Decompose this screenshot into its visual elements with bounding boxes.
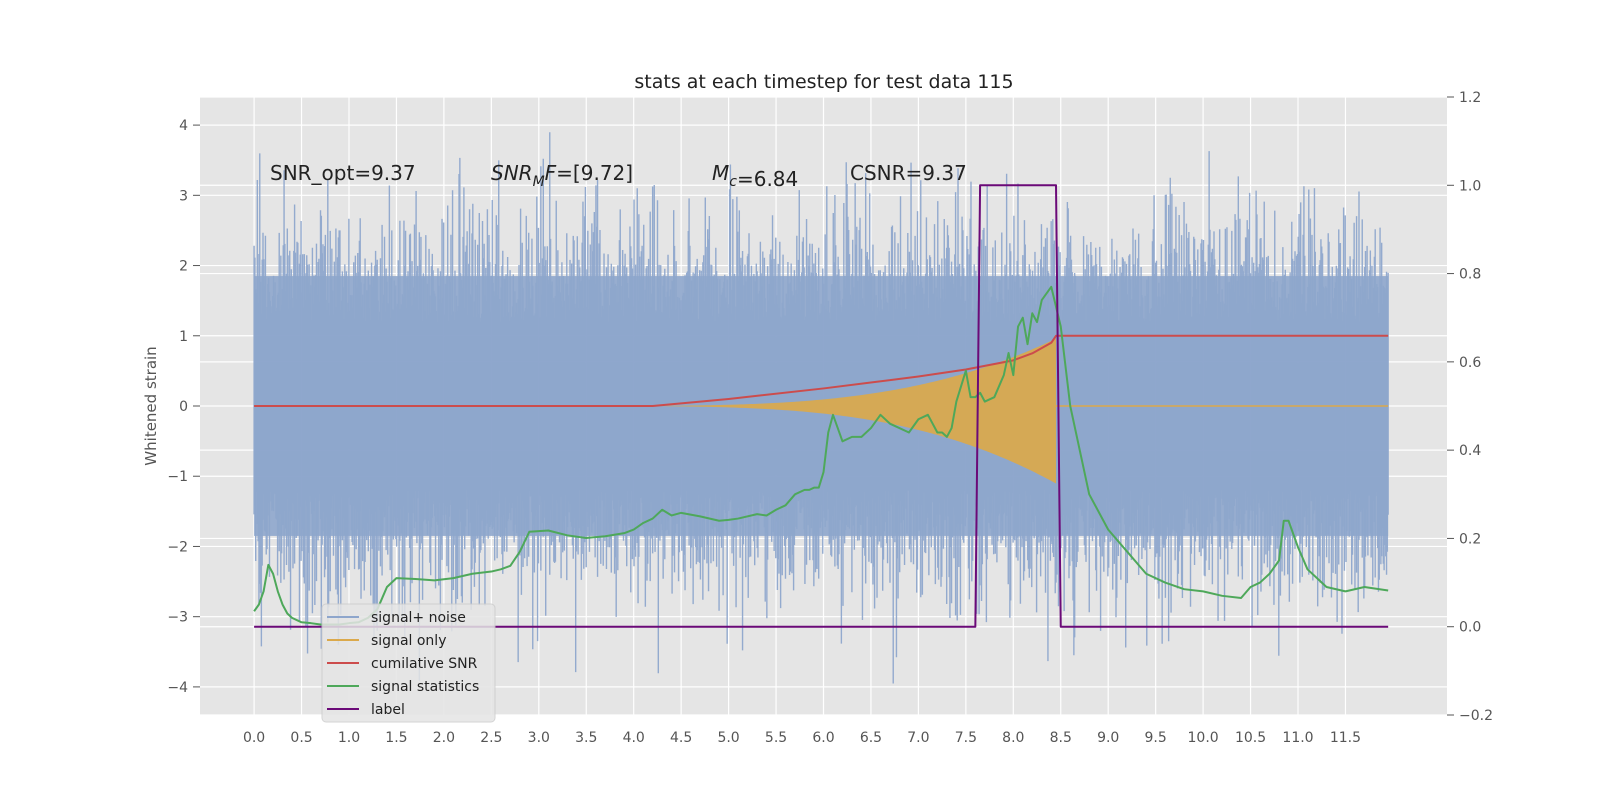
annotation-3: CSNR=9.37 xyxy=(850,161,967,185)
x-tick-label: 2.0 xyxy=(433,730,455,746)
y-tick-label-left: 4 xyxy=(179,118,188,134)
x-tick-label: 8.5 xyxy=(1050,730,1072,746)
x-tick-label: 6.0 xyxy=(812,730,834,746)
x-tick-label: 11.5 xyxy=(1330,730,1361,746)
x-tick-label: 3.5 xyxy=(575,730,597,746)
y-tick-label-left: 0 xyxy=(179,399,188,415)
y-axis-label: Whitened strain xyxy=(142,346,160,465)
series-signal-statistics xyxy=(253,285,1389,626)
annotation-subscript: c xyxy=(729,174,737,190)
y-tick-label-right: −0.2 xyxy=(1459,708,1493,724)
annotation-0: SNR_opt=9.37 xyxy=(270,161,416,185)
x-tick-label: 4.5 xyxy=(670,730,692,746)
legend-label: cumilative SNR xyxy=(371,656,478,672)
x-tick-label: 0.5 xyxy=(290,730,312,746)
y-tick-label-left: 1 xyxy=(179,329,188,345)
legend-label: signal+ noise xyxy=(371,610,466,626)
y-tick-label-left: 3 xyxy=(179,188,188,204)
y-axis-right: 1.2 1.0 0.8 0.6 0.4 0.2 0.0 −0.2 xyxy=(1447,90,1493,724)
annotation-value: =[9.72] xyxy=(556,161,633,185)
annotation-2: Mc=6.84 xyxy=(712,161,798,191)
y-tick-label-right: 0.6 xyxy=(1459,355,1481,371)
y-tick-label-left: −3 xyxy=(167,610,188,626)
series-label xyxy=(254,184,1389,628)
x-tick-label: 7.5 xyxy=(955,730,977,746)
y-tick-label-right: 0.0 xyxy=(1459,620,1481,636)
series-signal-only xyxy=(652,338,1057,484)
x-tick-label: 2.5 xyxy=(480,730,502,746)
x-tick-label: 1.0 xyxy=(338,730,360,746)
x-tick-label: 11.0 xyxy=(1282,730,1313,746)
annotation-value: =6.84 xyxy=(737,167,798,191)
legend-label: signal only xyxy=(371,633,446,649)
x-axis: 0.0 0.5 1.0 1.5 2.0 2.5 3.0 3.5 4.0 4.5 5.0 5.5 6.0 6… xyxy=(243,730,1361,746)
y-tick-label-right: 1.2 xyxy=(1459,90,1481,106)
annotation-symbol-2: F xyxy=(545,161,557,185)
x-tick-label: 0.0 xyxy=(243,730,265,746)
x-tick-label: 9.0 xyxy=(1097,730,1119,746)
annotation-symbol: SNR xyxy=(491,161,533,185)
x-tick-label: 8.0 xyxy=(1002,730,1024,746)
annotation-subscript: M xyxy=(533,174,545,190)
y-tick-label-left: −2 xyxy=(167,539,188,555)
x-tick-label: 7.0 xyxy=(907,730,929,746)
y-axis-left: 4 3 2 1 0 −1 −2 −3 −4 xyxy=(167,118,200,696)
legend-label: label xyxy=(371,702,405,718)
y-tick-label-left: 2 xyxy=(179,259,188,275)
x-tick-label: 1.5 xyxy=(385,730,407,746)
y-tick-label-right: 0.8 xyxy=(1459,267,1481,283)
annotation-1: SNRMF=[9.72] xyxy=(491,161,633,190)
series-cumulative-snr xyxy=(254,334,1389,407)
y-tick-label-right: 0.2 xyxy=(1459,531,1481,547)
x-tick-label: 4.0 xyxy=(623,730,645,746)
y-tick-label-right: 1.0 xyxy=(1459,178,1481,194)
y-tick-label-left: −4 xyxy=(167,680,188,696)
x-tick-label: 9.5 xyxy=(1145,730,1167,746)
x-tick-label: 10.5 xyxy=(1235,730,1266,746)
x-tick-label: 10.0 xyxy=(1188,730,1219,746)
chart-title: stats at each timestep for test data 115 xyxy=(634,71,1013,93)
x-tick-label: 3.0 xyxy=(528,730,550,746)
legend-label: signal statistics xyxy=(371,679,479,695)
annotations: SNR_opt=9.37 SNRMF=[9.72] Mc=6.84 CSNR=9.37 xyxy=(270,161,967,191)
annotation-symbol: M xyxy=(712,161,729,185)
legend: signal+ noise signal only cumilative SNR si… xyxy=(321,603,496,723)
x-tick-label: 6.5 xyxy=(860,730,882,746)
series-layer xyxy=(253,132,1389,684)
x-tick-label: 5.5 xyxy=(765,730,787,746)
legend-box xyxy=(321,603,496,723)
y-tick-label-left: −1 xyxy=(167,469,188,485)
x-tick-label: 5.0 xyxy=(717,730,739,746)
y-tick-label-right: 0.4 xyxy=(1459,443,1481,459)
